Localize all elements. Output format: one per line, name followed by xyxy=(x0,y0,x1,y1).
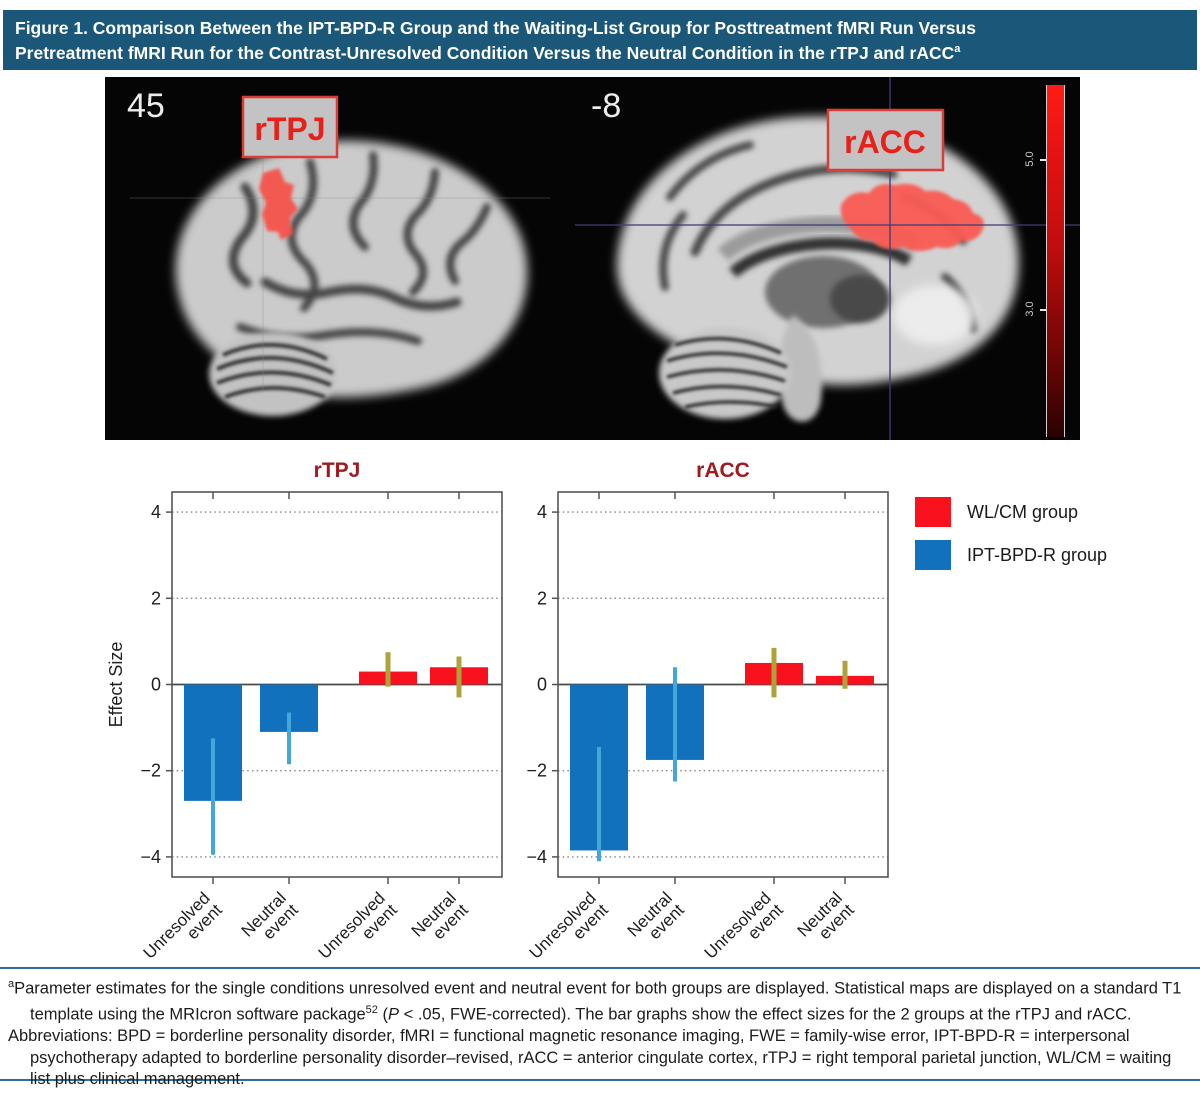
colorbar-tick-label-top: 5.0 xyxy=(1024,151,1036,167)
svg-text:2: 2 xyxy=(537,588,547,608)
footnote-marker: a xyxy=(8,978,15,990)
svg-text:0: 0 xyxy=(151,675,161,695)
slice-coordinate-left: 45 xyxy=(127,87,165,125)
svg-text:0: 0 xyxy=(537,675,547,695)
brain-slice-right-image: -8 rACC xyxy=(575,77,1080,440)
racc-label-box xyxy=(826,108,945,172)
svg-text:−2: −2 xyxy=(526,761,547,781)
svg-text:2: 2 xyxy=(151,588,161,608)
title-footnote-marker: a xyxy=(954,43,961,56)
figure-title-bar: Figure 1. Comparison Between the IPT-BPD… xyxy=(3,10,1197,70)
brain-sulci-texture xyxy=(228,151,491,345)
footnote-paragraph-1: aParameter estimates for the single cond… xyxy=(8,978,1182,1024)
svg-text:−4: −4 xyxy=(140,847,161,867)
p-value-symbol: P xyxy=(388,1005,400,1024)
colorbar-tick-bottom xyxy=(1040,309,1046,311)
racc-label: rACC xyxy=(844,124,926,160)
colorbar-tick-label-bottom: 3.0 xyxy=(1024,301,1036,317)
svg-text:rTPJ: rTPJ xyxy=(314,459,361,482)
legend-swatch-red xyxy=(915,497,951,527)
brain-slice-left-image: 45 rTPJ xyxy=(105,77,570,440)
reference-number: 52 xyxy=(365,1004,378,1016)
legend-item-wlcm: WL/CM group xyxy=(915,497,1107,527)
svg-text:−4: −4 xyxy=(526,847,547,867)
chart-legend: WL/CM group IPT-BPD-R group xyxy=(915,497,1107,583)
figure-title-line-1: Figure 1. Comparison Between the IPT-BPD… xyxy=(15,18,976,38)
rtpj-label-box xyxy=(241,95,339,159)
legend-label-iptbpdr: IPT-BPD-R group xyxy=(967,544,1108,565)
figure-title-line-2: Pretreatment fMRI Run for the Contrast-U… xyxy=(15,43,961,64)
svg-text:4: 4 xyxy=(537,502,547,522)
footnote-abbreviations: Abbreviations: BPD = borderline personal… xyxy=(8,1027,1172,1088)
colorbar-tick-top xyxy=(1040,159,1046,161)
rtpj-label: rTPJ xyxy=(254,111,325,147)
svg-text:Effect Size: Effect Size xyxy=(106,642,126,728)
svg-text:4: 4 xyxy=(151,502,161,522)
brainstem xyxy=(778,315,822,422)
svg-text:rACC: rACC xyxy=(696,459,750,482)
legend-label-wlcm: WL/CM group xyxy=(967,501,1079,522)
legend-swatch-blue xyxy=(915,540,951,570)
cerebellum xyxy=(659,327,791,419)
svg-text:−2: −2 xyxy=(140,761,161,781)
slice-coordinate-right: -8 xyxy=(591,87,621,125)
figure-footnote: aParameter estimates for the single cond… xyxy=(0,967,1200,1088)
legend-item-iptbpdr: IPT-BPD-R group xyxy=(915,540,1107,570)
stat-colorbar xyxy=(1046,85,1065,437)
racc-activation-blob xyxy=(840,183,984,251)
rtpj-activation-blob xyxy=(259,168,298,240)
brain-mri-panel: 45 rTPJ xyxy=(105,77,1080,440)
